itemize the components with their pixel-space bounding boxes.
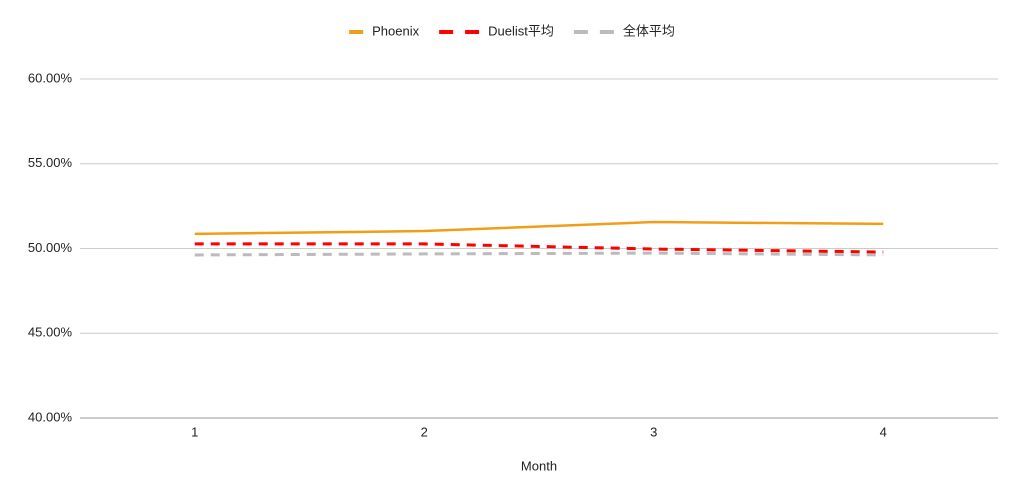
legend-label: 全体平均 xyxy=(623,23,675,38)
x-tick-label: 2 xyxy=(421,424,428,439)
x-axis-label: Month xyxy=(521,458,557,473)
y-tick-label: 50.00% xyxy=(28,240,73,255)
series-line xyxy=(194,220,884,236)
y-tick-label: 40.00% xyxy=(28,409,73,424)
series-line xyxy=(194,251,884,257)
y-tick-label: 45.00% xyxy=(28,325,73,340)
y-tick-label: 55.00% xyxy=(28,155,73,170)
x-tick-label: 1 xyxy=(191,424,198,439)
legend-label: Phoenix xyxy=(372,23,419,38)
legend-label: Duelist平均 xyxy=(488,23,554,38)
x-tick-label: 4 xyxy=(880,424,887,439)
x-tick-label: 3 xyxy=(650,424,657,439)
series-line xyxy=(194,242,884,254)
y-tick-label: 60.00% xyxy=(28,70,73,85)
